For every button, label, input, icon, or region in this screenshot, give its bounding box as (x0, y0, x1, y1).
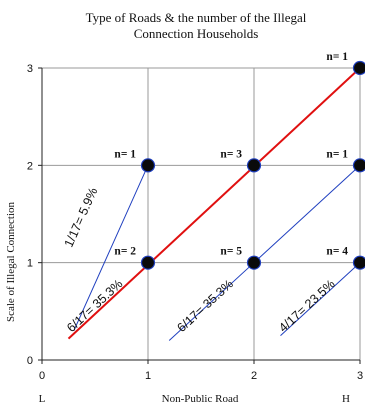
data-point-3 (246, 158, 262, 173)
point-label-3: n= 3 (220, 148, 242, 160)
point-labels: n= 2 n= 1 n= 5 n= 3 n= 4 n= 1 n= 1 (114, 51, 348, 258)
axes (38, 67, 361, 364)
diagonal-lines: 1/17= 5.9% 6/17= 35.3% 6/17= 35.3% 4/17= 23… (62, 67, 361, 341)
diagonal-label-2: 6/17= 35.3% (174, 277, 235, 335)
data-point-4 (352, 255, 365, 270)
data-points (140, 60, 365, 270)
y-tick-label-1: 1 (27, 258, 33, 270)
diagonal-label-3: 4/17= 23.5% (276, 277, 337, 335)
diagonal-line-3 (280, 262, 361, 337)
x-tick-label-0: 0 (39, 370, 45, 382)
point-label-5: n= 1 (326, 148, 348, 160)
x-axis-title: Non-Public Road (162, 393, 239, 405)
x-axis-low-label: L (39, 393, 46, 405)
tick-labels: 0 1 2 3 0 1 2 3 (27, 63, 363, 382)
y-tick-label-2: 2 (27, 160, 33, 172)
diagonal-label-0: 1/17= 5.9% (62, 186, 101, 250)
y-tick-label-0: 0 (27, 355, 33, 367)
data-point-1 (140, 158, 156, 173)
diagonal-label-1: 6/17= 35.3% (64, 277, 125, 335)
data-point-5 (352, 158, 365, 173)
point-label-0: n= 2 (114, 246, 136, 258)
point-label-6: n= 1 (326, 51, 348, 63)
diagonal-line-2 (168, 164, 361, 341)
grid-lines (42, 67, 361, 360)
point-label-2: n= 5 (220, 246, 242, 258)
point-label-4: n= 4 (326, 246, 348, 258)
y-tick-label-3: 3 (27, 63, 33, 75)
diagonal-line-0 (73, 165, 149, 332)
chart-title-line-1: Type of Roads & the number of the Illega… (86, 10, 307, 25)
diagonal-line-1 (67, 67, 361, 340)
x-tick-label-3: 3 (357, 370, 363, 382)
x-axis-high-label: H (342, 393, 350, 405)
chart-title-line-2: Connection Households (134, 26, 259, 41)
x-tick-label-2: 2 (251, 370, 257, 382)
x-tick-label-1: 1 (145, 370, 151, 382)
data-point-2 (246, 255, 262, 270)
point-label-1: n= 1 (114, 148, 136, 160)
data-point-6 (352, 60, 365, 76)
y-axis-title: Scale of Illegal Connection (5, 201, 17, 322)
data-point-0 (140, 255, 156, 270)
